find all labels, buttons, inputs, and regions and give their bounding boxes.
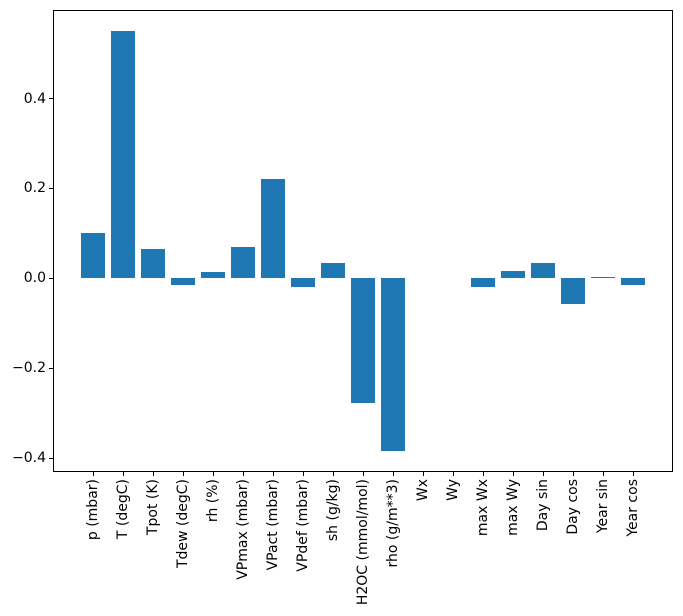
x-tick-label: H2OC (mmol/mol) [355,479,371,606]
x-tick-mark [512,472,514,476]
x-tick-mark [92,472,94,476]
x-tick-mark [362,472,364,476]
bar-17 [591,276,615,279]
bar-14 [501,271,525,279]
x-tick-label: VPmax (mbar) [235,479,251,580]
bar-10 [381,278,405,452]
x-tick-label: max Wx [475,479,491,537]
bar-1 [111,31,135,279]
bar-2 [141,248,165,279]
bar-16 [561,278,585,305]
x-tick-label: p (mbar) [85,479,101,541]
x-tick-mark [572,472,574,476]
x-tick-mark [452,472,454,476]
bar-4 [201,272,225,279]
bar-15 [531,262,555,279]
bar-7 [291,278,315,288]
x-tick-mark [542,472,544,476]
y-tick-label: 0.2 [23,180,46,197]
y-tick-label: 0.0 [23,270,46,287]
y-tick-mark [49,277,53,279]
x-tick-mark [332,472,334,476]
y-tick-mark [49,367,53,369]
x-tick-mark [182,472,184,476]
x-tick-mark [152,472,154,476]
x-tick-label: Wy [445,479,461,501]
x-tick-mark [122,472,124,476]
x-tick-mark [632,472,634,476]
y-tick-mark [49,98,53,100]
y-tick-label: 0.4 [23,90,46,107]
y-tick-label: −0.4 [12,450,46,467]
y-tick-mark [49,457,53,459]
x-tick-mark [602,472,604,476]
x-tick-label: rho (g/m**3) [385,479,401,568]
x-tick-mark [392,472,394,476]
x-tick-mark [212,472,214,476]
x-tick-label: T (degC) [115,479,131,540]
bar-5 [231,247,255,279]
x-tick-label: VPact (mbar) [265,479,281,571]
x-tick-label: Wx [415,479,431,502]
bar-0 [81,233,105,279]
x-tick-mark [422,472,424,476]
x-tick-mark [482,472,484,476]
bar-3 [171,278,195,285]
x-tick-label: sh (g/kg) [325,479,341,542]
x-tick-label: Tpot (K) [145,479,161,536]
x-tick-label: Year cos [625,479,641,537]
bar-18 [621,278,645,286]
bar-6 [261,179,285,279]
x-tick-mark [302,472,304,476]
x-tick-label: Day sin [535,479,551,532]
x-tick-label: Year sin [595,479,611,534]
x-tick-mark [272,472,274,476]
x-tick-label: Day cos [565,479,581,535]
y-tick-label: −0.2 [12,360,46,377]
bar-9 [351,278,375,403]
x-tick-label: Tdew (degC) [175,479,191,569]
x-tick-label: rh (%) [205,479,221,523]
bar-8 [321,262,345,279]
x-tick-label: max Wy [505,479,521,536]
x-tick-mark [242,472,244,476]
x-tick-label: VPdef (mbar) [295,479,311,572]
bar-13 [471,278,495,288]
y-tick-mark [49,187,53,189]
